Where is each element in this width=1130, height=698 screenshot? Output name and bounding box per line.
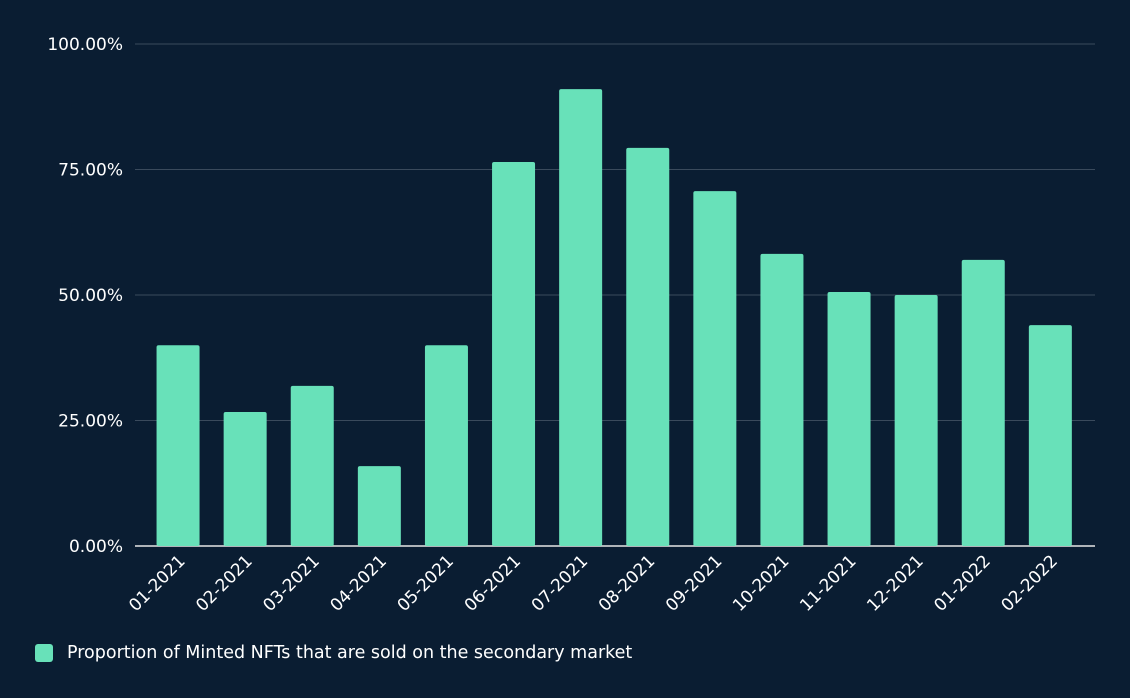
x-tick-label: 03-2021 [259, 551, 323, 615]
bar-01-2021 [156, 345, 200, 546]
bar-02-2021 [223, 411, 267, 546]
bar-04-2021 [357, 466, 401, 546]
legend-label: Proportion of Minted NFTs that are sold … [67, 643, 633, 663]
y-tick-label: 100.00% [47, 35, 123, 55]
bar-06-2021 [492, 161, 536, 546]
x-tick-label: 09-2021 [662, 551, 726, 615]
bar-05-2021 [424, 345, 468, 546]
bar-10-2021 [760, 253, 804, 546]
x-tick-label: 11-2021 [796, 551, 860, 615]
bar-01-2022 [961, 259, 1005, 546]
x-tick-label: 02-2021 [192, 551, 256, 615]
x-tick-label: 02-2022 [998, 551, 1062, 615]
x-tick-label: 05-2021 [394, 551, 458, 615]
x-tick-label: 04-2021 [327, 551, 391, 615]
bar-03-2021 [290, 385, 334, 546]
y-tick-label: 25.00% [58, 412, 123, 432]
bar-11-2021 [827, 291, 871, 546]
x-tick-label: 01-2022 [930, 551, 994, 615]
x-tick-label: 12-2021 [863, 551, 927, 615]
legend[interactable]: Proportion of Minted NFTs that are sold … [35, 643, 632, 663]
bar-08-2021 [626, 147, 670, 546]
y-tick-label: 75.00% [58, 161, 123, 181]
bar-12-2021 [894, 295, 938, 546]
x-tick-label: 10-2021 [729, 551, 793, 615]
bar-02-2022 [1028, 325, 1072, 546]
x-tick-label: 01-2021 [125, 551, 189, 615]
y-tick-label: 50.00% [58, 286, 123, 306]
bar-09-2021 [693, 191, 737, 546]
legend-swatch [35, 644, 53, 662]
y-tick-label: 0.00% [69, 537, 123, 557]
x-tick-label: 08-2021 [595, 551, 659, 615]
x-tick-label: 07-2021 [528, 551, 592, 615]
bar-07-2021 [559, 89, 603, 547]
x-tick-label: 06-2021 [461, 551, 525, 615]
